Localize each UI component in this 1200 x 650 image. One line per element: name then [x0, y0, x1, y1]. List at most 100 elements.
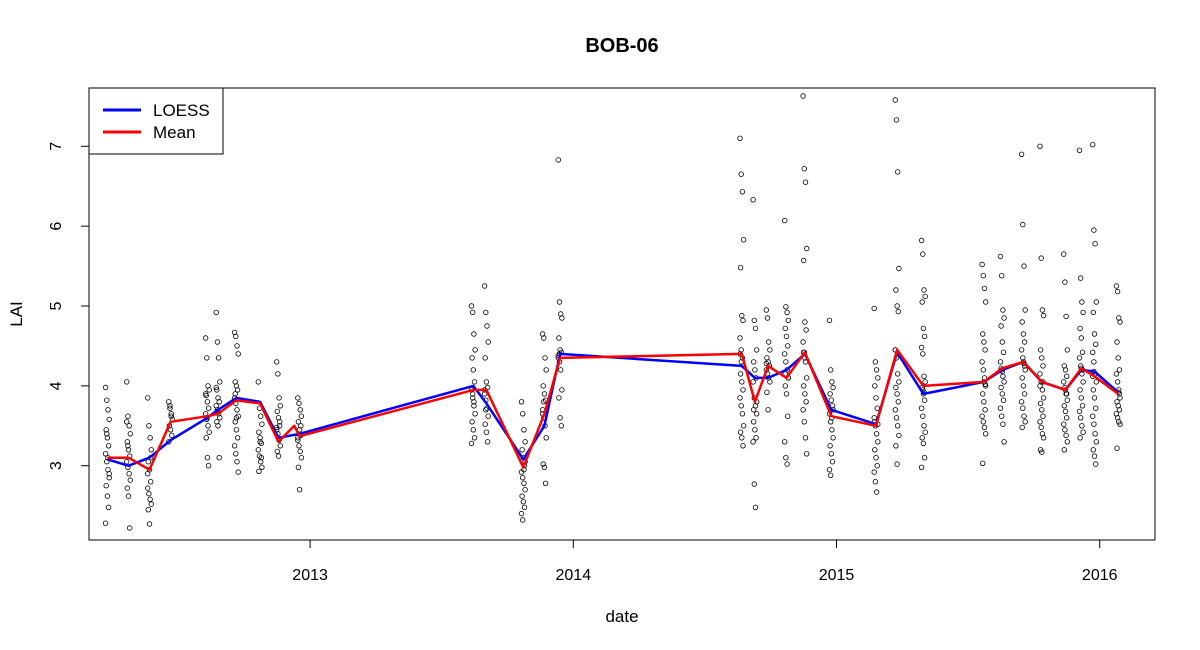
observation-point	[167, 405, 173, 411]
observation-point	[519, 493, 525, 499]
observation-point	[215, 395, 221, 401]
observation-point	[740, 387, 746, 393]
observation-point	[277, 443, 283, 449]
observation-point	[763, 307, 769, 313]
observation-point	[297, 448, 303, 455]
observation-point	[982, 347, 988, 353]
y-axis: 3 4 5 6 7	[48, 142, 89, 470]
observation-point	[556, 299, 563, 305]
observation-point	[1093, 299, 1099, 305]
observation-point	[295, 435, 301, 441]
observation-point	[921, 423, 927, 429]
observation-point	[296, 443, 302, 449]
observation-point	[1076, 355, 1083, 361]
observation-point	[470, 309, 476, 316]
legend-box	[88, 87, 224, 155]
observation-point	[998, 323, 1004, 329]
observation-point	[801, 257, 807, 264]
observation-point	[752, 427, 758, 433]
observation-point	[895, 371, 901, 377]
observation-point	[518, 399, 525, 405]
observation-point	[737, 395, 743, 401]
y-tick-label: 7	[48, 142, 65, 151]
observation-point	[483, 309, 489, 316]
observation-point	[484, 323, 490, 329]
observation-point	[829, 459, 836, 465]
observation-point	[556, 395, 562, 401]
observation-point	[828, 367, 834, 373]
observation-point	[1060, 251, 1067, 257]
observation-point	[520, 475, 526, 481]
observation-point	[484, 439, 491, 445]
observation-point	[472, 411, 478, 417]
observation-point	[1077, 415, 1084, 421]
observation-point	[896, 379, 902, 385]
observation-point	[1114, 288, 1121, 295]
observation-point	[804, 245, 810, 252]
observation-point	[102, 520, 109, 526]
observation-point	[1063, 373, 1070, 379]
observation-point	[231, 443, 238, 449]
observation-point	[896, 265, 902, 272]
observation-point	[738, 403, 744, 409]
observation-point	[216, 455, 222, 461]
observation-point	[980, 460, 986, 466]
observation-point	[217, 415, 223, 421]
x-tick-label: 2015	[819, 567, 855, 584]
observation-point	[1020, 355, 1026, 361]
observation-point	[103, 483, 109, 489]
observation-point	[737, 265, 744, 271]
observation-point	[751, 481, 757, 487]
observation-point	[213, 309, 219, 316]
observation-point	[740, 236, 747, 243]
observation-point	[296, 400, 302, 407]
observation-point	[298, 455, 305, 461]
observation-point	[754, 411, 760, 417]
observation-point	[541, 464, 548, 470]
observation-point	[146, 491, 152, 497]
observation-point	[472, 347, 478, 353]
observation-point	[204, 355, 210, 361]
observation-point	[1090, 309, 1096, 316]
observation-point	[234, 459, 240, 465]
observation-point	[233, 451, 239, 457]
observation-point	[1062, 408, 1069, 415]
observation-point	[896, 432, 902, 439]
observation-point	[895, 169, 901, 175]
observation-point	[872, 359, 879, 365]
observation-point	[124, 485, 130, 491]
observation-point	[256, 429, 262, 435]
observation-point	[767, 379, 773, 385]
observation-point	[206, 429, 212, 435]
observation-point	[1077, 275, 1084, 281]
observation-point	[232, 391, 238, 397]
observation-point	[145, 507, 151, 513]
observation-point	[147, 496, 153, 502]
observation-point	[918, 344, 925, 351]
observation-point	[803, 327, 809, 333]
observation-point	[828, 397, 834, 403]
observation-point	[737, 371, 744, 377]
observation-point	[1117, 421, 1123, 427]
observation-point	[1060, 379, 1067, 385]
observation-point	[519, 447, 525, 453]
observation-point	[782, 351, 788, 357]
observation-point	[829, 427, 835, 433]
observation-point	[203, 435, 209, 441]
observation-point	[522, 439, 528, 445]
observation-point	[125, 493, 132, 499]
observation-point	[1089, 141, 1096, 148]
observation-point	[483, 429, 490, 435]
observation-point	[739, 435, 745, 441]
observation-point	[103, 427, 109, 433]
observation-point	[980, 419, 986, 425]
observation-point	[483, 407, 489, 413]
observation-point	[124, 439, 130, 445]
observation-point	[740, 443, 746, 449]
observation-point	[255, 379, 261, 385]
observation-point	[1089, 413, 1096, 419]
observation-point	[558, 423, 564, 429]
observation-point	[213, 384, 219, 391]
x-tick-label: 2014	[556, 567, 592, 584]
observation-point	[235, 413, 241, 419]
